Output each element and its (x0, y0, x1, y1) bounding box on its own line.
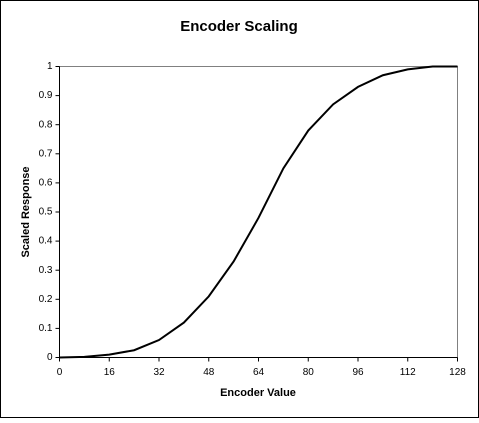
x-tick-label: 32 (153, 367, 165, 378)
x-tick-label: 48 (203, 367, 215, 378)
y-axis-title: Scaled Response (20, 166, 32, 257)
x-tick-label: 96 (352, 367, 364, 378)
plot-area (59, 66, 458, 358)
y-tick-label: 0.3 (39, 265, 53, 276)
y-tick-label: 0.4 (39, 236, 53, 247)
y-tick-label: 0.5 (39, 207, 53, 218)
x-tick-label: 112 (400, 367, 416, 378)
y-tick-label: 0.6 (39, 178, 53, 189)
x-tick-label: 0 (57, 367, 63, 378)
x-axis-title: Encoder Value (220, 387, 296, 399)
y-tick-label: 0.7 (39, 148, 53, 159)
y-tick-label: 0.2 (39, 294, 53, 305)
y-tick-label: 0 (47, 352, 53, 363)
line-series (59, 65, 458, 359)
x-tick-label: 64 (253, 367, 265, 378)
x-tick-label: 16 (104, 367, 116, 378)
x-tick-label: 128 (449, 367, 466, 378)
chart-title: Encoder Scaling (180, 18, 298, 35)
y-tick-label: 1 (47, 61, 53, 72)
y-tick-label: 0.1 (39, 323, 53, 334)
y-tick-label: 0.9 (39, 90, 53, 101)
y-tick-label: 0.8 (39, 119, 53, 130)
x-tick-label: 80 (303, 367, 315, 378)
